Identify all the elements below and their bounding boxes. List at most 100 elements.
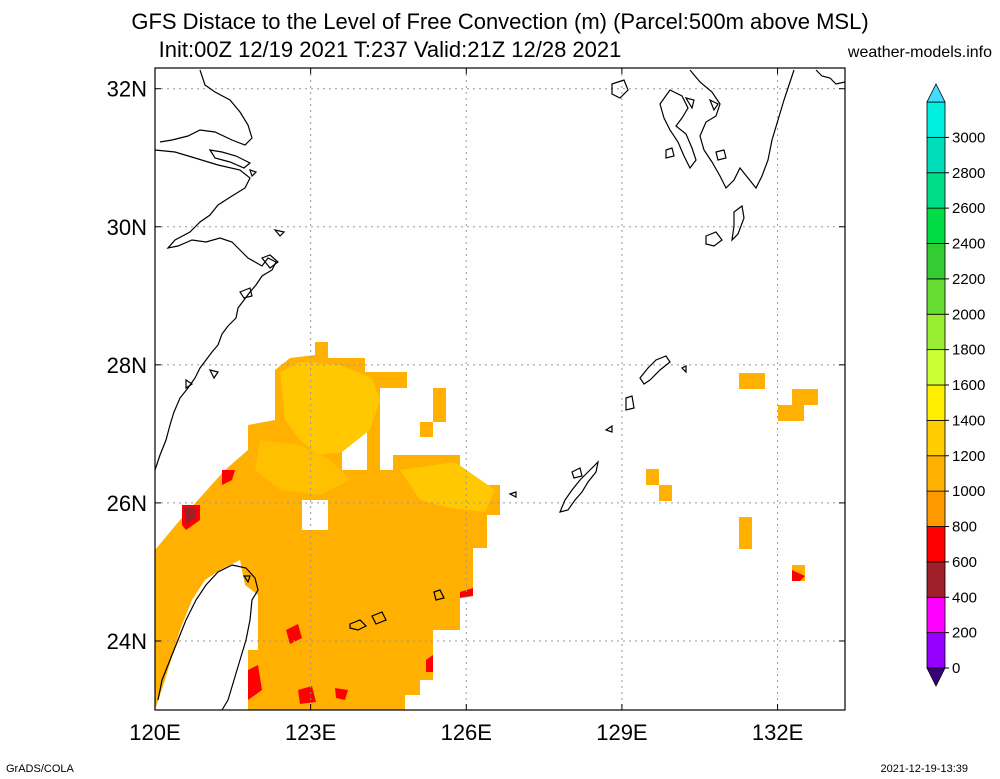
coast-island: [273, 229, 286, 237]
colorbar-label: 2800: [952, 165, 985, 182]
colorbar-segment: [926, 243, 946, 280]
colorbar-label: 600: [952, 554, 977, 571]
coast-island: [625, 395, 635, 411]
field-red-blob4: [426, 655, 433, 672]
coast-shikoku: [815, 69, 845, 85]
colorbar-label: 2600: [952, 200, 985, 217]
colorbar-min-arrow: [926, 667, 946, 687]
colorbar-label: 2200: [952, 271, 985, 288]
lon-tick-label: 120E: [129, 720, 180, 745]
colorbar-max-arrow: [926, 83, 946, 103]
colorbar-label: 800: [952, 519, 977, 536]
field-cell: [433, 388, 446, 422]
coastlines: [155, 69, 845, 710]
lon-tick-label: 129E: [596, 720, 647, 745]
colorbar-segment: [926, 278, 946, 315]
coast-island: [261, 254, 279, 269]
colorbar-segment: [926, 561, 946, 598]
title-line-1: GFS Distace to the Level of Free Convect…: [131, 9, 869, 34]
colorbar-segment: [926, 419, 946, 457]
field-darkred-west: [184, 508, 196, 524]
coast-penghu: [242, 575, 251, 584]
field-red-nw: [222, 470, 235, 485]
field-light-region-3: [255, 440, 350, 495]
field-red-sw: [248, 665, 262, 700]
field-red-blob1: [286, 624, 302, 644]
field-cell: [659, 485, 672, 501]
field-cell: [739, 373, 765, 389]
colorbar-segment: [926, 207, 946, 244]
colorbar-label: 2000: [952, 306, 985, 323]
colorbar-segment: [926, 526, 946, 563]
colorbar-label: 2400: [952, 236, 985, 253]
coast-island: [665, 147, 675, 159]
colorbar-label: 0: [952, 660, 960, 677]
colorbar-label: 1400: [952, 412, 985, 429]
field-cell: [646, 469, 659, 485]
coast-tanegashima: [731, 204, 745, 242]
field-light-region-2: [400, 462, 495, 512]
field-cell: [739, 517, 752, 549]
timestamp-label: 2021-12-19-13:39: [880, 763, 968, 775]
colorbar-segment: [926, 136, 946, 174]
coast-taiwan: [157, 564, 259, 710]
credit-label: GrADS/COLA: [6, 763, 74, 775]
field-red-east: [460, 588, 473, 598]
colorbar-label: 400: [952, 589, 977, 606]
colorbar-label: 1200: [952, 448, 985, 465]
coast-island: [611, 79, 629, 99]
coast-china: [155, 69, 277, 471]
colorbar-segment: [926, 632, 946, 669]
coast-island: [708, 98, 719, 112]
colorbar-label: 3000: [952, 129, 985, 146]
colorbar-label: 200: [952, 625, 977, 642]
coast-island: [208, 369, 219, 380]
title-line-2: Init:00Z 12/19 2021 T:237 Valid:21Z 12/2…: [158, 37, 622, 62]
lon-tick-label: 126E: [441, 720, 492, 745]
coast-island: [433, 589, 445, 601]
coast-island: [239, 287, 253, 299]
field-cell: [792, 389, 818, 405]
field-cell: [420, 422, 433, 437]
colorbar-segment: [926, 455, 946, 492]
field-cell: [155, 549, 168, 565]
colorbar-label: 1000: [952, 483, 985, 500]
colorbar: 0 200 400 600 800 1000 1200 1400 1600 1800 2000 220…: [926, 83, 985, 687]
colorbar-segment: [926, 172, 946, 209]
coast-island-ishigaki: [349, 619, 368, 631]
coast-island: [715, 149, 727, 161]
axes: 120E 123E 126E 129E 132E 24N 26N 28N 30N 32N: [107, 68, 845, 745]
colorbar-label: 1800: [952, 342, 985, 359]
coast-island: [604, 424, 613, 433]
field-red-blob2: [298, 686, 316, 704]
coast-kyushu: [689, 69, 795, 190]
colorbar-segment: [926, 313, 946, 351]
coast-island: [508, 491, 517, 498]
graticule: [155, 68, 845, 710]
lon-tick-label: 132E: [752, 720, 803, 745]
field-main-region: [155, 342, 500, 710]
colorbar-segment: [926, 349, 946, 386]
coast-island: [571, 467, 583, 479]
colorbar-segment: [926, 490, 946, 527]
lat-tick-label: 32N: [107, 77, 147, 102]
coast-okinawa: [558, 460, 599, 513]
coast-kyushu-west: [659, 89, 697, 170]
plot-frame: [154, 67, 846, 711]
field-red-cell: [792, 570, 805, 581]
coast-hangzhou-bay: [208, 149, 252, 169]
coast-island: [680, 365, 687, 374]
coast-yakushima: [705, 231, 723, 247]
lat-tick-label: 28N: [107, 353, 147, 378]
colorbar-segment: [926, 384, 946, 421]
convection-field: [155, 342, 818, 710]
lat-tick-label: 24N: [107, 629, 147, 654]
field-cell: [778, 405, 804, 421]
lat-tick-label: 26N: [107, 491, 147, 516]
colorbar-segment: [926, 101, 946, 138]
coast-island: [684, 97, 695, 110]
field-red-blob3: [335, 688, 348, 700]
colorbar-segment: [926, 596, 946, 634]
lon-tick-label: 123E: [285, 720, 336, 745]
